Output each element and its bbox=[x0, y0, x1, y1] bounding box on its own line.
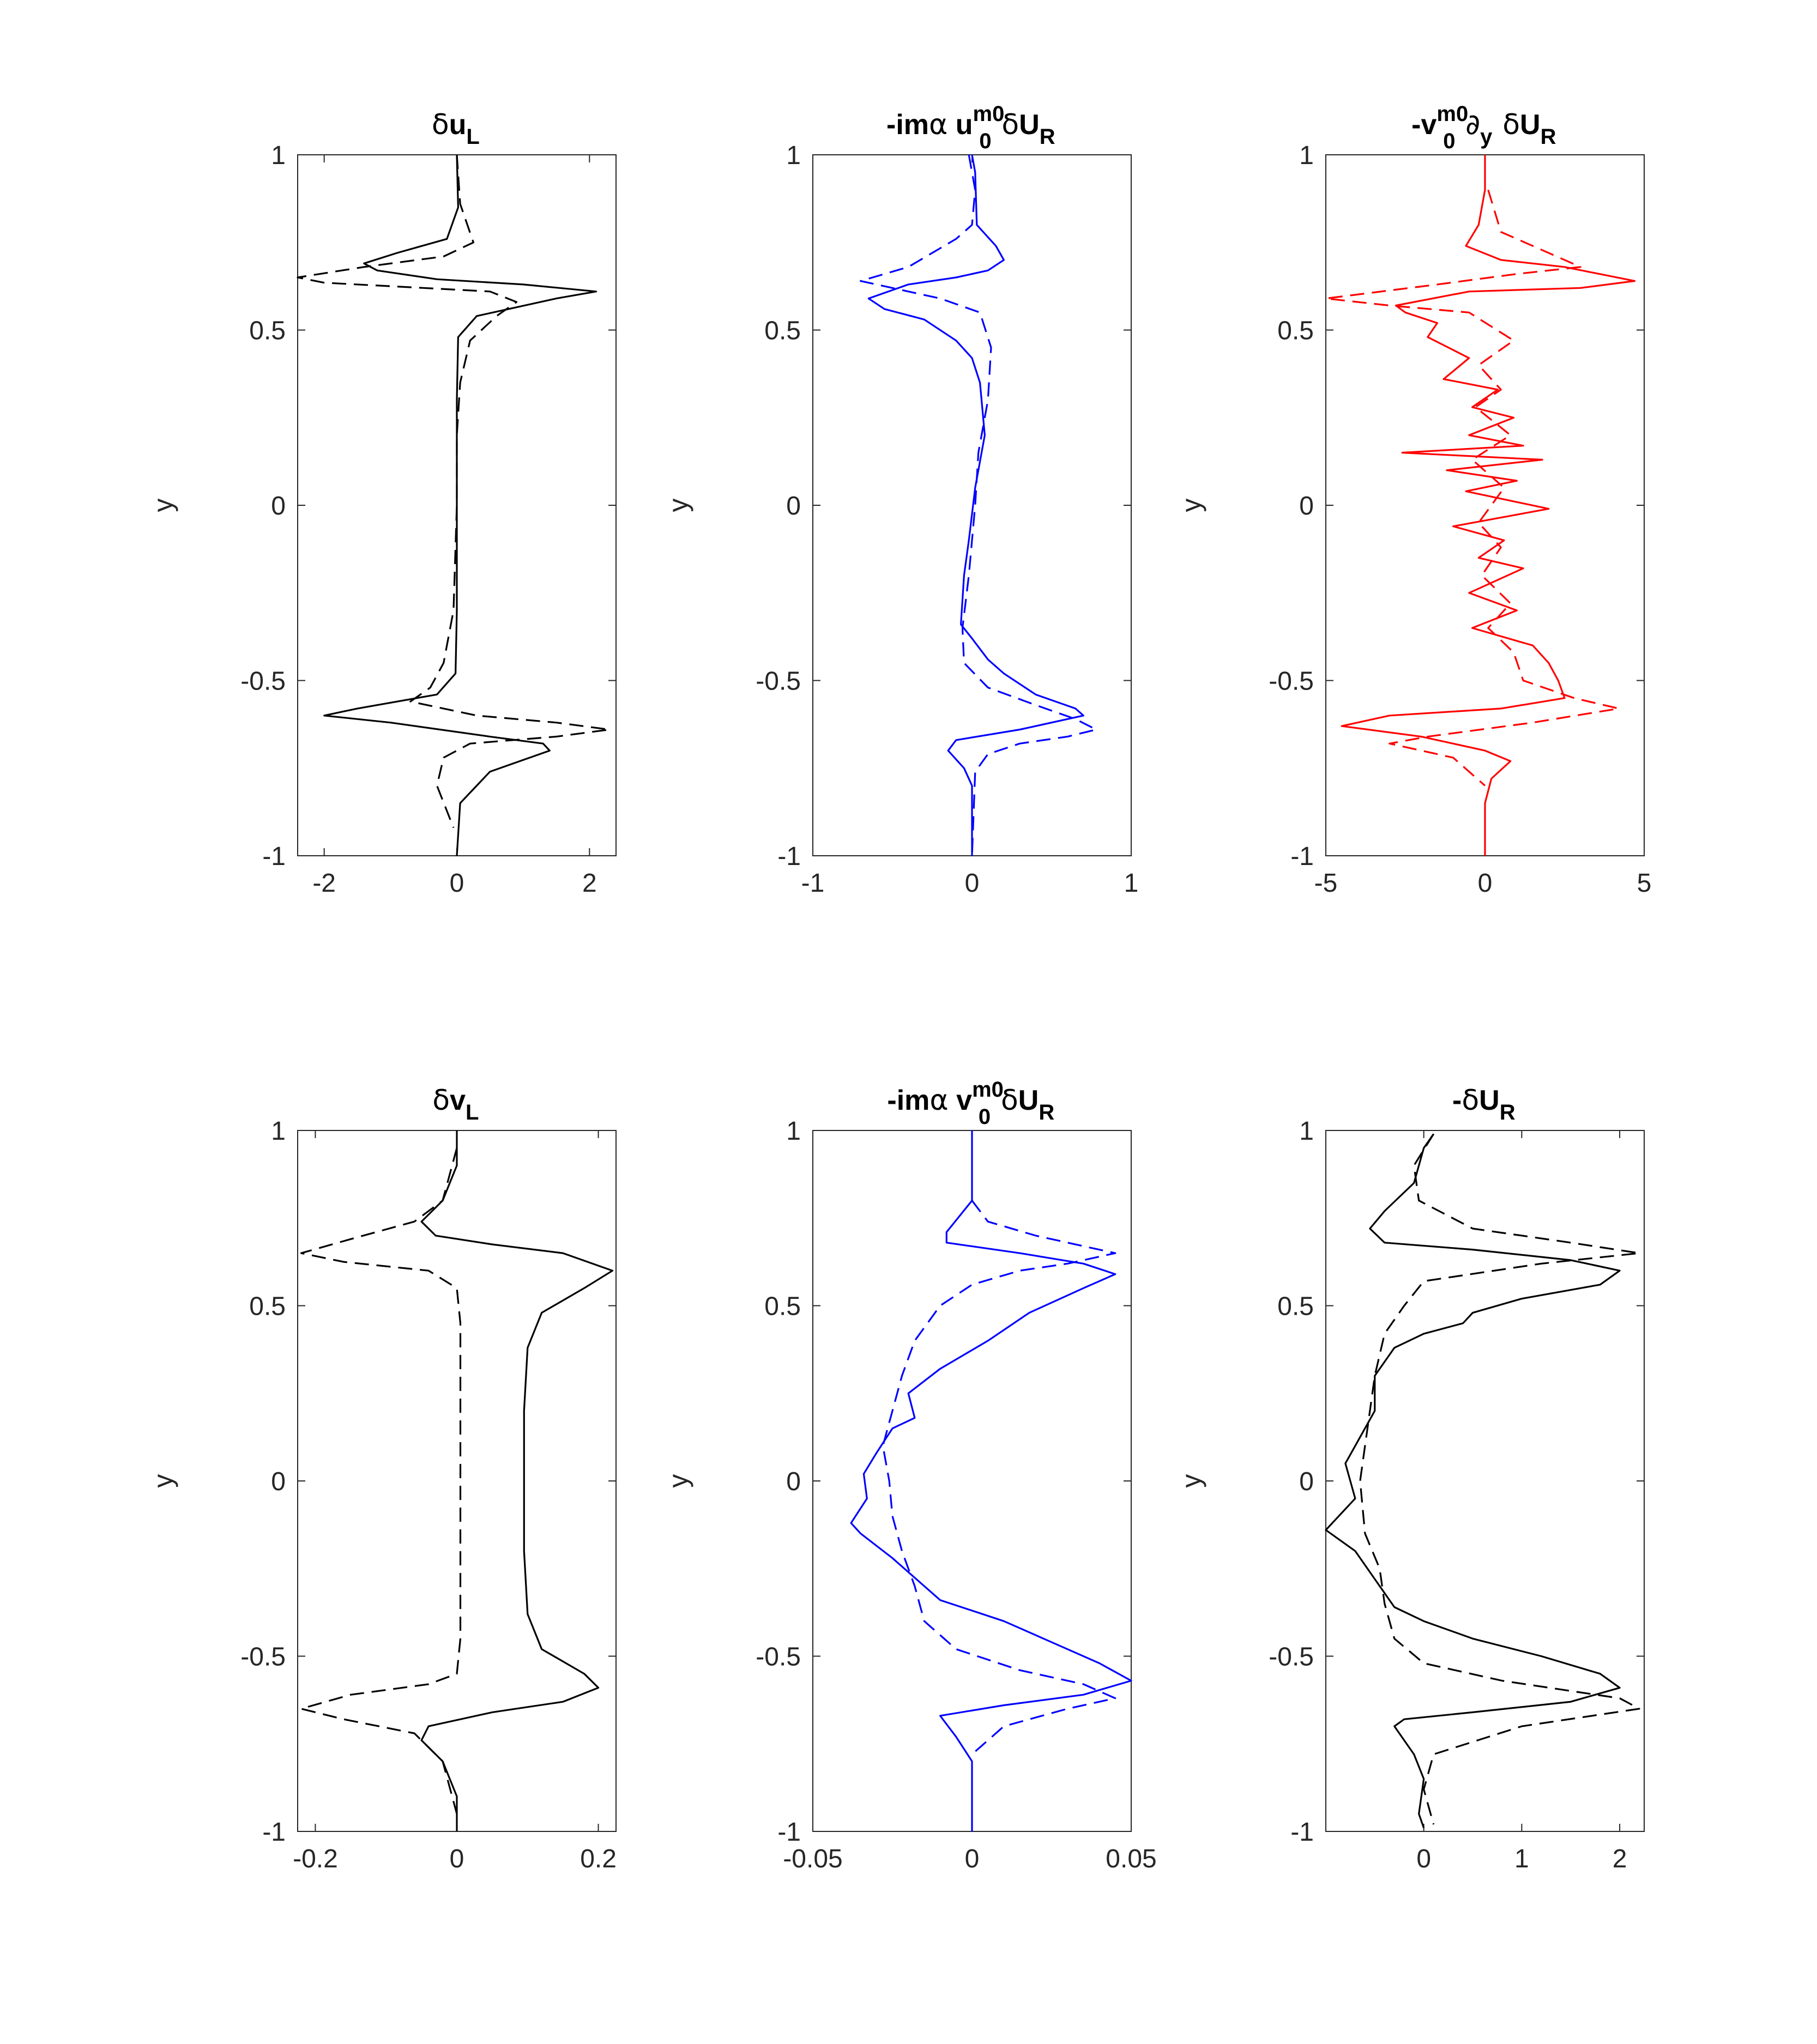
y-tick-label: 0.5 bbox=[1277, 1292, 1314, 1321]
y-tick-label: 0.5 bbox=[249, 317, 286, 346]
y-tick-label: 0.5 bbox=[764, 317, 801, 346]
y-tick-label: 0.5 bbox=[764, 1292, 801, 1321]
subplot-title: -imα um0 0 δUR bbox=[886, 102, 1058, 153]
y-tick-label: -0.5 bbox=[240, 667, 286, 696]
subplot-title: δvL bbox=[432, 1084, 481, 1124]
x-tick-label: 0 bbox=[1478, 869, 1493, 898]
y-tick-label: 0 bbox=[1299, 1467, 1314, 1496]
x-tick-label: -2 bbox=[312, 869, 336, 898]
subplot-2: -1 0 1 -1 -0.5 0 0.5 1 y -imα um0 0 δUR bbox=[663, 102, 1138, 898]
y-tick-label: -1 bbox=[777, 842, 801, 871]
subplot-title: -vm0 0 ∂y δUR bbox=[1411, 102, 1559, 153]
y-tick-label: 0 bbox=[1299, 492, 1314, 521]
y-tick-label: -1 bbox=[262, 842, 286, 871]
y-tick-label: 1 bbox=[786, 1117, 801, 1146]
subplot-5: -0.05 0 0.05 -1 -0.5 0 0.5 1 y -imα vm0 0 δUR bbox=[663, 1078, 1157, 1873]
series-line-solid bbox=[867, 154, 1084, 856]
y-tick-label: 0.5 bbox=[249, 1292, 286, 1321]
x-tick-label: 0.05 bbox=[1106, 1845, 1156, 1873]
y-tick-label: 1 bbox=[786, 141, 801, 170]
subplot-title: -δUR bbox=[1452, 1084, 1518, 1124]
y-tick-label: -0.5 bbox=[1269, 1643, 1314, 1672]
y-tick-label: 1 bbox=[1299, 141, 1314, 170]
x-tick-label: -5 bbox=[1314, 869, 1338, 898]
series-line-dashed bbox=[1325, 189, 1620, 787]
y-tick-label: 0.5 bbox=[1277, 317, 1314, 346]
y-axis-label: y bbox=[148, 1474, 178, 1488]
x-tick-label: 1 bbox=[1124, 869, 1139, 898]
x-tick-label: 0 bbox=[965, 869, 980, 898]
subplot-4: -0.2 0 0.2 -1 -0.5 0 0.5 1 y δvL bbox=[148, 1084, 617, 1873]
y-tick-label: -1 bbox=[1290, 1818, 1314, 1847]
y-tick-label: 0 bbox=[271, 492, 286, 521]
series-line-solid bbox=[1325, 1133, 1621, 1829]
y-tick-label: 0 bbox=[786, 1467, 801, 1496]
y-tick-label: 1 bbox=[1299, 1117, 1314, 1146]
series-line-solid bbox=[420, 1130, 614, 1831]
y-tick-label: -0.5 bbox=[240, 1643, 286, 1672]
y-tick-label: 1 bbox=[271, 1117, 286, 1146]
series-line-solid bbox=[850, 1130, 1132, 1831]
y-tick-label: -1 bbox=[1290, 842, 1314, 871]
x-tick-label: 0.2 bbox=[580, 1845, 617, 1873]
series-line-dashed bbox=[1359, 1133, 1640, 1825]
x-tick-label: 0 bbox=[450, 1845, 464, 1873]
y-axis-label: y bbox=[1176, 1474, 1206, 1488]
y-axis-label: y bbox=[663, 1474, 693, 1488]
x-tick-label: 0 bbox=[450, 869, 464, 898]
y-tick-label: 1 bbox=[271, 141, 286, 170]
series-line-dashed bbox=[300, 1147, 462, 1815]
subplot-title: δuL bbox=[432, 108, 482, 149]
x-tick-label: 1 bbox=[1514, 1845, 1529, 1873]
x-tick-label: -0.2 bbox=[293, 1845, 338, 1873]
series-line-solid bbox=[1341, 155, 1636, 856]
x-tick-label: 2 bbox=[582, 869, 597, 898]
y-tick-label: -0.5 bbox=[756, 667, 801, 696]
y-axis-label: y bbox=[663, 499, 693, 512]
y-tick-label: -0.5 bbox=[756, 1643, 801, 1672]
subplot-1: -2 0 2 -1 -0.5 0 0.5 1 y δuL bbox=[148, 108, 617, 898]
x-tick-label: 2 bbox=[1613, 1845, 1627, 1873]
y-axis-label: y bbox=[1176, 499, 1206, 512]
series-line-dashed bbox=[860, 154, 1097, 856]
y-axis-label: y bbox=[148, 499, 178, 512]
x-tick-label: 0 bbox=[1416, 1845, 1431, 1873]
y-tick-label: 0 bbox=[271, 1467, 286, 1496]
series-line-dashed bbox=[882, 1200, 1116, 1755]
x-tick-label: -1 bbox=[801, 869, 825, 898]
series-line-solid bbox=[323, 154, 597, 856]
series-line-dashed bbox=[297, 154, 611, 829]
y-tick-label: -1 bbox=[777, 1818, 801, 1847]
x-tick-label: -0.05 bbox=[783, 1845, 842, 1873]
y-tick-label: -0.5 bbox=[1269, 667, 1314, 696]
x-tick-label: 5 bbox=[1637, 869, 1652, 898]
y-tick-label: -1 bbox=[262, 1818, 286, 1847]
y-tick-label: 0 bbox=[786, 492, 801, 521]
subplot-title: -imα vm0 0 δUR bbox=[887, 1078, 1057, 1129]
subplot-6: 0 1 2 -1 -0.5 0 0.5 1 y -δUR bbox=[1176, 1084, 1645, 1873]
subplot-3: -5 0 5 -1 -0.5 0 0.5 1 y -vm0 0 ∂y δUR bbox=[1176, 102, 1651, 898]
x-tick-label: 0 bbox=[965, 1845, 980, 1873]
